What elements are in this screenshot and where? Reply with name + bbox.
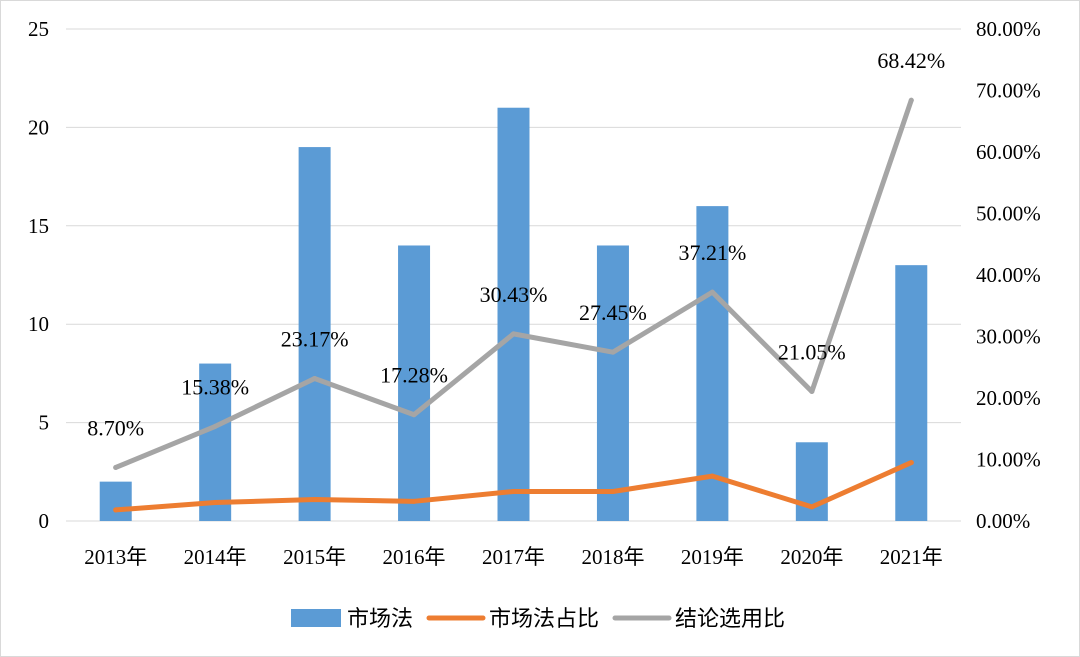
data-point bbox=[113, 464, 119, 470]
x-tick-label: 2021年 bbox=[880, 545, 943, 569]
data-label: 68.42% bbox=[877, 48, 945, 73]
bar bbox=[99, 481, 132, 521]
right-tick-label: 80.00% bbox=[976, 17, 1041, 41]
data-point bbox=[709, 289, 715, 295]
data-label: 37.21% bbox=[678, 240, 746, 265]
left-tick-label: 15 bbox=[28, 214, 49, 238]
right-axis-ticks: 0.00% 10.00% 20.00% 30.00% 40.00% 50.00% 60.00… bbox=[976, 17, 1041, 533]
x-tick-label: 2019年 bbox=[681, 545, 744, 569]
right-tick-label: 10.00% bbox=[976, 448, 1041, 472]
right-tick-label: 20.00% bbox=[976, 386, 1041, 410]
line-series bbox=[113, 97, 914, 513]
data-point bbox=[411, 498, 417, 504]
data-label: 21.05% bbox=[778, 340, 846, 365]
left-tick-label: 20 bbox=[28, 115, 49, 139]
data-label: 23.17% bbox=[281, 327, 349, 352]
bar bbox=[497, 107, 530, 521]
data-point bbox=[212, 423, 218, 429]
right-tick-label: 60.00% bbox=[976, 140, 1041, 164]
bar-series bbox=[99, 107, 928, 522]
right-tick-label: 30.00% bbox=[976, 325, 1041, 349]
right-tick-label: 40.00% bbox=[976, 263, 1041, 287]
legend-swatch bbox=[291, 609, 341, 627]
left-tick-label: 10 bbox=[28, 312, 49, 336]
bar bbox=[596, 245, 629, 522]
legend-label: 结论选用比 bbox=[675, 607, 785, 632]
left-tick-label: 5 bbox=[39, 411, 50, 435]
data-point bbox=[511, 488, 516, 494]
x-tick-label: 2018年 bbox=[581, 545, 644, 569]
x-tick-label: 2017年 bbox=[482, 545, 545, 569]
left-axis-ticks: 0 5 10 15 20 25 bbox=[28, 17, 49, 533]
data-label: 27.45% bbox=[579, 300, 647, 325]
data-point bbox=[312, 376, 318, 382]
legend: 市场法 市场法占比 结论选用比 bbox=[291, 607, 785, 632]
data-label: 30.43% bbox=[480, 282, 548, 307]
bar bbox=[199, 363, 232, 521]
data-point bbox=[113, 507, 119, 513]
data-point bbox=[908, 97, 914, 103]
data-point bbox=[411, 412, 417, 418]
x-tick-label: 2014年 bbox=[184, 545, 247, 569]
data-point bbox=[908, 460, 914, 466]
data-label: 8.70% bbox=[87, 415, 144, 440]
data-point bbox=[809, 389, 815, 395]
data-point bbox=[212, 500, 218, 506]
x-axis-ticks: 2013年 2014年 2015年 2016年 2017年 2018年 2019年 2020年… bbox=[84, 545, 943, 569]
legend-label: 市场法 bbox=[347, 607, 413, 632]
data-point bbox=[610, 488, 616, 494]
x-tick-label: 2015年 bbox=[283, 545, 346, 569]
legend-label: 市场法占比 bbox=[489, 607, 599, 632]
data-point bbox=[809, 504, 815, 510]
left-tick-label: 0 bbox=[39, 509, 50, 533]
bar bbox=[398, 245, 431, 522]
x-tick-label: 2016年 bbox=[383, 545, 446, 569]
bar bbox=[696, 206, 729, 521]
right-tick-label: 50.00% bbox=[976, 202, 1041, 226]
x-tick-label: 2020年 bbox=[780, 545, 843, 569]
left-tick-label: 25 bbox=[28, 17, 49, 41]
data-label: 15.38% bbox=[181, 374, 249, 399]
data-label: 17.28% bbox=[380, 363, 448, 388]
data-point bbox=[312, 496, 318, 502]
bar bbox=[298, 147, 331, 521]
data-point bbox=[610, 349, 616, 355]
data-labels: 8.70% 15.38% 23.17% 17.28% 30.43% 27.45% 37.21… bbox=[87, 48, 945, 440]
data-point bbox=[709, 473, 715, 479]
right-tick-label: 0.00% bbox=[976, 509, 1030, 533]
bar bbox=[895, 265, 928, 521]
right-tick-label: 70.00% bbox=[976, 79, 1041, 103]
data-point bbox=[511, 331, 516, 337]
x-tick-label: 2013年 bbox=[84, 545, 147, 569]
